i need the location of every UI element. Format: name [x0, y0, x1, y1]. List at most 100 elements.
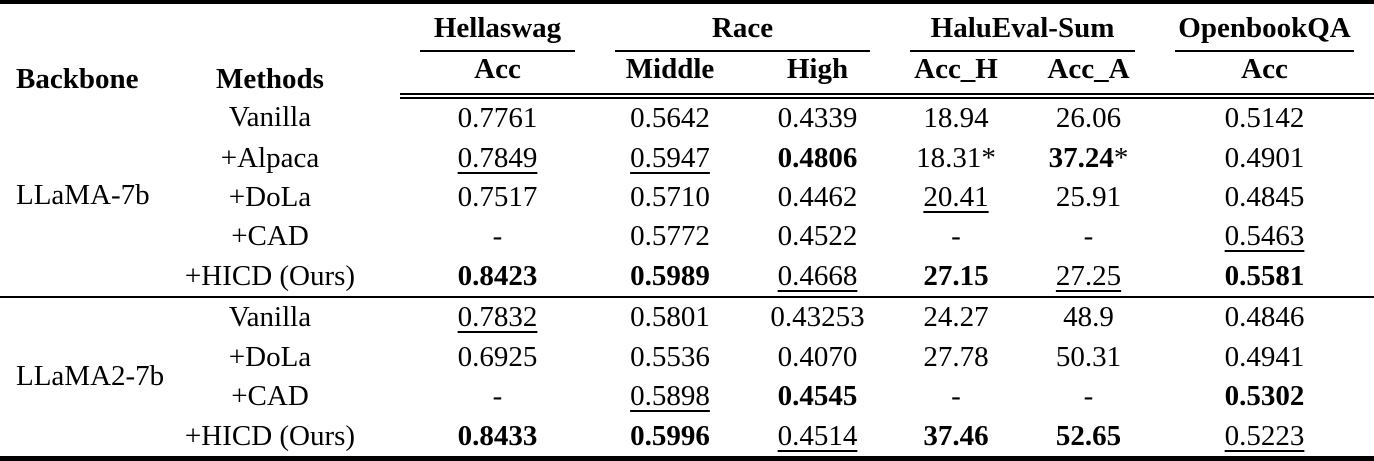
value-cell: 0.5223 — [1155, 416, 1374, 458]
subheader-openbookqa-acc: Acc — [1155, 52, 1374, 99]
value-cell: 18.31* — [890, 139, 1022, 178]
method-cell: +Alpaca — [220, 141, 320, 174]
value-cell: 0.4901 — [1155, 139, 1374, 178]
metric-value: 37.46 — [923, 419, 989, 452]
value-cell: 0.4845 — [1155, 178, 1374, 217]
metric-value: 26.06 — [1055, 102, 1122, 135]
group-header-row: Backbone Methods Hellaswag Race HaluEval… — [0, 2, 1374, 95]
value-cell: 0.5710 — [595, 178, 745, 217]
metric-value: 0.7849 — [457, 141, 538, 174]
metric-value: 0.6925 — [457, 340, 538, 373]
method-cell: +CAD — [231, 220, 309, 253]
value-cell: 0.5989 — [595, 256, 745, 299]
group-label: Hellaswag — [420, 12, 575, 52]
header-methods: Methods — [216, 62, 324, 95]
method-cell: +CAD — [231, 380, 309, 413]
metric-value: 0.5302 — [1224, 380, 1305, 413]
value-cell: 0.8433 — [400, 416, 595, 458]
header-group-hellaswag: Hellaswag — [400, 2, 595, 52]
value-cell: 0.5772 — [595, 217, 745, 256]
subheader-race-middle: Middle — [595, 52, 745, 99]
value-cell: 0.6925 — [400, 338, 595, 377]
method-cell: +DoLa — [228, 340, 312, 373]
value-cell: - — [400, 217, 595, 256]
metric-value: 25.91 — [1055, 180, 1122, 213]
value-cell: 0.5947 — [595, 139, 745, 178]
metric-value: 0.7832 — [457, 301, 538, 334]
value-cell: 0.4806 — [745, 139, 890, 178]
method-cell: +DoLa — [228, 180, 312, 213]
value-cell: 0.5536 — [595, 338, 745, 377]
value-cell: 37.24* — [1022, 139, 1155, 178]
header-backbone: Backbone — [16, 62, 139, 95]
value-cell: 0.4070 — [745, 338, 890, 377]
value-cell: 0.7761 — [400, 96, 595, 139]
table-row: +CAD - 0.5772 0.4522 - - 0.5463 — [0, 217, 1374, 256]
group-label: OpenbookQA — [1175, 12, 1354, 52]
method-cell: +HICD (Ours) — [140, 256, 400, 299]
metric-value: 24.27 — [923, 301, 989, 334]
metric-value: 0.4522 — [777, 220, 858, 253]
backbone-cell: LLaMA2-7b — [0, 297, 164, 460]
metric-value: 0.7517 — [457, 180, 538, 213]
metric-value: 0.5536 — [630, 340, 710, 373]
metric-value: 50.31 — [1055, 340, 1122, 373]
metric-value: 0.8423 — [457, 259, 538, 292]
metric-value: 0.5642 — [630, 102, 710, 135]
value-cell: 0.5801 — [595, 297, 745, 337]
metric-value: 0.4846 — [1224, 301, 1305, 334]
metric-value: 0.4545 — [777, 380, 858, 413]
group-label: Race — [615, 12, 870, 52]
metric-value: 18.31 — [916, 141, 982, 174]
value-cell: 0.5302 — [1155, 377, 1374, 416]
value-cell: 0.5142 — [1155, 96, 1374, 139]
table-row: +DoLa 0.6925 0.5536 0.4070 27.78 50.31 0.4941 — [0, 338, 1374, 377]
value-cell: 50.31 — [1022, 338, 1155, 377]
metric-value: 0.5947 — [630, 141, 710, 174]
metric-value: 0.4845 — [1224, 180, 1305, 213]
method-cell: +HICD (Ours) — [184, 419, 356, 452]
value-cell: 0.4846 — [1155, 297, 1374, 337]
value-cell: 0.5463 — [1155, 217, 1374, 256]
metric-value: 18.94 — [923, 102, 989, 135]
value-cell: 0.43253 — [745, 297, 890, 337]
subheader-race-high: High — [745, 52, 890, 99]
value-cell: 52.65 — [1022, 416, 1155, 458]
metric-value: 0.5581 — [1224, 259, 1305, 292]
metric-value: 48.9 — [1063, 301, 1114, 334]
value-cell: 0.4545 — [745, 377, 890, 416]
value-cell: 18.94 — [890, 96, 1022, 139]
value-cell: 0.4522 — [745, 217, 890, 256]
metric-value: 0.5710 — [630, 180, 710, 213]
table-row: LLaMA2-7b Vanilla 0.7832 0.5801 0.43253 24.27… — [0, 297, 1374, 460]
method-cell: Vanilla — [228, 301, 312, 334]
metric-value: 20.41 — [923, 180, 989, 213]
subheader-hellaswag-acc: Acc — [400, 52, 595, 99]
value-cell: - — [890, 217, 1022, 256]
metric-value: 27.25 — [1055, 259, 1122, 292]
metric-value: 0.5223 — [1224, 419, 1305, 452]
table-row: +CAD - 0.5898 0.4545 - - 0.5302 — [0, 377, 1374, 416]
value-cell: 0.8423 — [400, 256, 595, 299]
metric-value: 0.5898 — [630, 380, 710, 413]
header-group-halueval-sum: HaluEval-Sum — [890, 2, 1155, 52]
metric-value: 0.4941 — [1224, 340, 1305, 373]
value-cell: 0.4462 — [745, 178, 890, 217]
metric-value: - — [492, 380, 503, 413]
metric-value: 0.4901 — [1224, 141, 1305, 174]
metric-value: 0.5772 — [630, 220, 710, 253]
metric-value: - — [951, 220, 961, 253]
value-cell: - — [1022, 377, 1155, 416]
value-cell: 20.41 — [890, 178, 1022, 217]
metric-value: 27.78 — [923, 340, 989, 373]
value-cell: 0.7517 — [400, 178, 595, 217]
header-group-race: Race — [595, 2, 890, 52]
metric-value: 0.8433 — [457, 419, 538, 452]
value-cell: 27.25 — [1022, 256, 1155, 299]
value-cell: 48.9 — [1022, 297, 1155, 337]
metric-value: - — [951, 380, 961, 413]
metric-value: 0.5463 — [1224, 220, 1305, 253]
metric-value: - — [492, 220, 503, 253]
metric-value: 0.4339 — [777, 102, 858, 135]
value-cell: 0.7849 — [400, 139, 595, 178]
